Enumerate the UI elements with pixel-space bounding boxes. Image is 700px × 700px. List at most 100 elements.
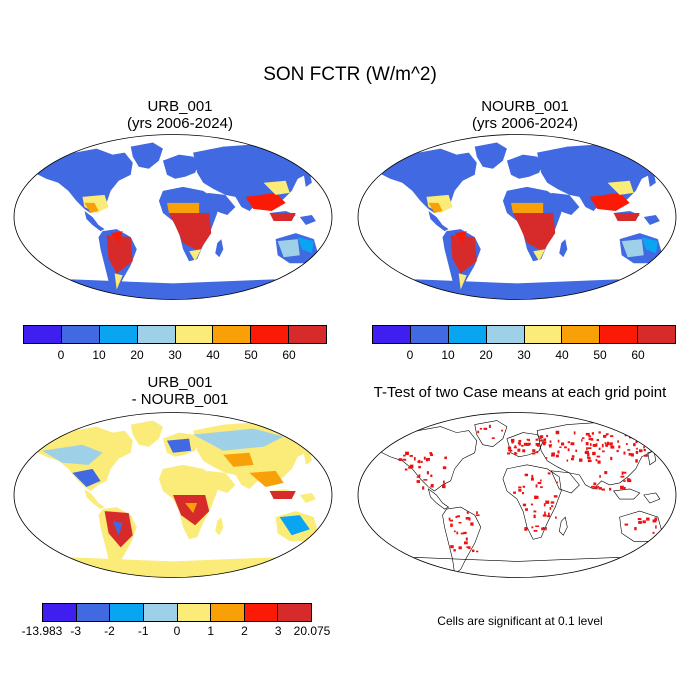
significant-cell [430,485,434,488]
significant-cell [633,443,636,447]
significant-cell [430,453,433,457]
significant-cell [456,531,459,535]
significant-cell [606,441,610,446]
significant-cell [522,449,526,453]
colorbar-swatch [251,326,290,343]
significant-cell [518,439,522,442]
significant-cell [535,438,538,441]
significant-cell [621,471,624,475]
significant-cell [526,444,530,446]
panel-title-urb-line1: URB_001 [147,98,213,115]
significant-cell [423,456,426,460]
significant-cell [643,449,646,452]
significant-cell [594,486,598,490]
significant-cell [573,431,576,435]
colorbar-tick-label: 20 [479,348,493,362]
colorbar-swatch [110,604,144,621]
significant-cell [637,518,642,521]
significant-cell [517,442,520,444]
significant-cell [470,522,474,526]
significant-cell [624,434,627,437]
map-nourb [357,134,677,300]
significant-cell [430,484,434,488]
significant-cell [531,452,536,455]
significant-cell [620,485,624,490]
significant-cell [536,451,539,454]
significant-cell [542,514,547,517]
significant-cell [635,450,639,454]
significant-cell [610,435,614,438]
colorbar-swatch [600,326,639,343]
colorbar-urb [23,325,327,344]
colorbar-swatch [43,604,77,621]
significant-cell [557,439,560,443]
significant-cell [533,514,536,519]
colorbar-swatch [61,326,100,343]
significant-cell [596,439,600,442]
significant-cell [416,476,420,478]
significant-cell [476,550,479,553]
significance-note: Cells are significant at 0.1 level [437,614,603,628]
significant-cell [555,516,557,519]
significant-cell [638,520,642,524]
significant-cell [560,442,565,446]
panel-title-diff: URB_001 - NOURB_001 [70,374,290,408]
significant-cell [546,434,549,438]
significant-cell [540,486,543,489]
significant-cell [597,486,600,488]
significant-cell [591,432,594,435]
colorbar-tick-label: 2 [241,624,248,638]
significant-cell [418,465,421,469]
colorbar-tick-label: 20 [130,348,144,362]
significant-cell [515,452,518,455]
panel-title-urb-line2: (yrs 2006-2024) [127,115,233,132]
colorbar-tick-label: 40 [206,348,220,362]
significant-cell [581,439,583,442]
colorbar-swatch [99,326,138,343]
significant-cell [625,443,628,445]
significant-cell [635,459,638,463]
colorbar-tick-label: -2 [104,624,115,638]
significant-cell [604,442,607,444]
significant-cell [549,440,552,443]
significant-cell [458,546,462,550]
significant-cell [527,442,531,445]
significant-cell [609,442,613,446]
significant-cell [603,434,607,438]
significant-cell [416,480,420,483]
significant-cell [456,515,461,518]
significant-cell [442,480,445,484]
significant-cell [571,455,575,458]
significant-cell [518,488,522,492]
significant-cell [628,453,632,456]
significant-cell [405,451,409,456]
colorbar-tick-label: 50 [244,348,258,362]
significant-cell [524,473,529,477]
significant-cell [465,517,470,520]
significant-cell [508,449,513,452]
significant-cell [511,440,514,444]
panel-title-nourb-line1: NOURB_001 [481,98,569,115]
colorbar-nourb-labels: 0 10 20 30 40 50 60 [372,348,676,364]
significant-cell [541,527,543,531]
colorbar-tick-label: -13.983 [21,624,63,638]
significant-cell [422,486,425,490]
significant-cell [605,443,608,447]
colorbar-diff [42,603,312,622]
significant-cell [513,491,516,494]
colorbar-tick-label: 60 [631,348,645,362]
significant-cell [530,503,533,506]
significant-cell [471,549,475,553]
colorbar-swatch [24,326,62,343]
significant-cell [592,451,596,456]
significant-cell [644,454,648,457]
significant-cell [551,505,554,508]
significant-cell [567,448,570,452]
significant-cell [638,449,643,453]
colorbar-swatch [244,604,279,621]
significant-cell [591,485,595,488]
colorbar-diff-labels: -13.983 -3 -2 -1 0 1 2 3 20.075 [22,624,331,640]
colorbar-tick-label: 50 [593,348,607,362]
colorbar-swatch [410,326,449,343]
colorbar-swatch [486,326,525,343]
